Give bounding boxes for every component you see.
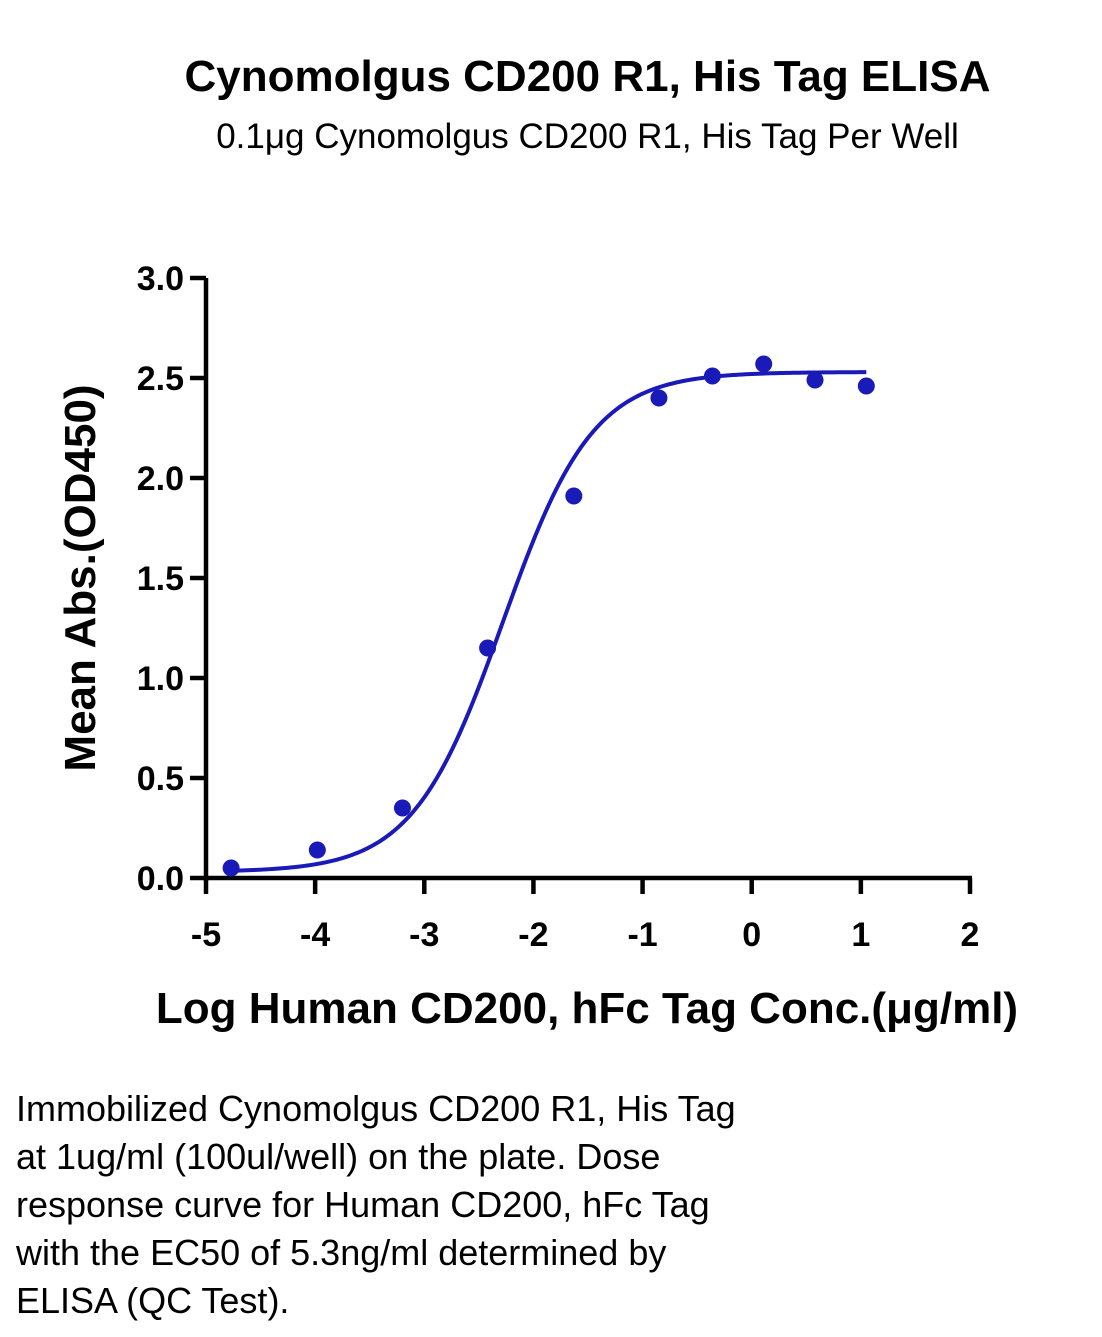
data-point [703, 367, 721, 385]
x-tick-label: -4 [300, 916, 330, 954]
fit-curve [231, 370, 867, 873]
y-tick-label: 2.5 [137, 360, 184, 398]
ticks: -5 -4 -3 -2 -1 0 1 2 0.0 0.5 1.0 1.5 2.0 2.5 3.0 [137, 260, 980, 954]
y-tick-label: 0.0 [137, 860, 184, 898]
data-point [650, 389, 668, 407]
x-tick-label: -1 [627, 916, 657, 954]
x-tick-label: -3 [409, 916, 439, 954]
caption-line: ELISA (QC Test). [16, 1280, 290, 1321]
x-tick-label: -2 [518, 916, 548, 954]
x-axis-label: Log Human CD200, hFc Tag Conc.(μg/ml) [156, 984, 1018, 1033]
y-tick-label: 3.0 [137, 260, 184, 298]
x-tick-label: 2 [961, 916, 980, 954]
data-point [222, 859, 240, 877]
data-point [565, 487, 583, 505]
y-tick-label: 1.0 [137, 660, 184, 698]
data-point [755, 355, 773, 373]
y-tick-label: 2.0 [137, 460, 184, 498]
chart-subtitle: 0.1μg Cynomolgus CD200 R1, His Tag Per W… [216, 117, 959, 156]
y-axis-label: Mean Abs.(OD450) [56, 384, 105, 771]
data-point [479, 639, 497, 657]
chart-title: Cynomolgus CD200 R1, His Tag ELISA [184, 52, 991, 101]
chart: -5 -4 -3 -2 -1 0 1 2 0.0 0.5 1.0 1.5 2.0 2.5 3.0 Log H… [56, 260, 1018, 1033]
x-tick-label: 1 [851, 916, 870, 954]
caption: Immobilized Cynomolgus CD200 R1, His Tag… [16, 1085, 916, 1325]
data-point [393, 799, 411, 817]
caption-line: response curve for Human CD200, hFc Tag [16, 1184, 710, 1225]
caption-line: Immobilized Cynomolgus CD200 R1, His Tag [16, 1088, 736, 1129]
data-point [857, 377, 875, 395]
y-tick-label: 1.5 [137, 560, 184, 598]
caption-line: at 1ug/ml (100ul/well) on the plate. Dos… [16, 1136, 661, 1177]
y-tick-label: 0.5 [137, 760, 184, 798]
fit-curve-layer [231, 370, 867, 873]
data-point [806, 371, 824, 389]
caption-line: with the EC50 of 5.3ng/ml determined by [16, 1232, 667, 1273]
x-tick-label: -5 [191, 916, 221, 954]
data-point [308, 841, 326, 859]
x-tick-label: 0 [742, 916, 761, 954]
data-points-layer [222, 355, 875, 877]
axes [203, 278, 972, 881]
